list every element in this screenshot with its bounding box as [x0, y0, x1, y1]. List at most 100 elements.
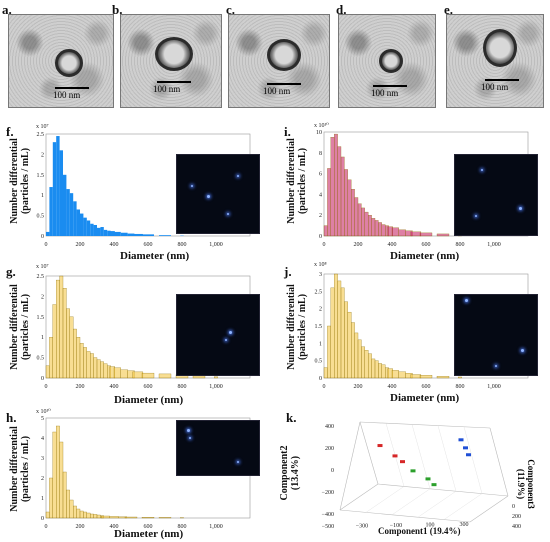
nta-histogram-f: 0 200 400 600 800 1,000 0 0.5 1 1.5 2 2.5	[37, 132, 251, 248]
nta-frame-f	[176, 154, 260, 234]
xtick-f-3: 600	[144, 242, 153, 248]
bar-g-24	[141, 372, 155, 379]
xtick-j-5: 1,000	[487, 384, 501, 390]
bar-i-10	[357, 203, 362, 237]
bar-h-18	[109, 516, 119, 519]
bar-h-1	[49, 477, 53, 519]
bar-i-9	[354, 197, 359, 237]
bar-f-4	[59, 150, 63, 236]
bar-j-16	[378, 363, 382, 379]
nta-histogram-j: 0 200 400 600 800 1,000 0 0.5 1 1.5 2 2.5 3	[315, 272, 529, 390]
tem-image-e: 100 nm	[446, 14, 544, 108]
bar-g-23	[132, 371, 144, 379]
tem-image-d: 100 nm	[338, 14, 436, 108]
panel-letter-a: a.	[2, 2, 12, 17]
xtick-h-1: 200	[76, 524, 85, 530]
xtick-g-1: 200	[76, 384, 85, 390]
h-ylabel: Number differential (particles / mL)	[9, 426, 31, 512]
bar-h-6	[66, 489, 70, 519]
bar-i-1	[327, 168, 331, 237]
nta-frame-j	[454, 294, 538, 376]
xtick-h-2: 400	[110, 524, 119, 530]
bar-g-15	[96, 359, 101, 379]
g-ylabel: Number differential (particles / mL)	[9, 284, 31, 370]
bar-j-25	[436, 376, 450, 379]
nta-histogram-h: 0 200 400 600 800 1,000 0 1 2 3 4 5	[41, 416, 251, 530]
bar-f-8	[73, 201, 77, 236]
bar-f-22	[127, 233, 135, 236]
bar-j-9	[354, 332, 359, 379]
ytick-g-5: 2.5	[37, 274, 45, 280]
bar-h-2	[52, 431, 57, 519]
ytick-f-3: 1.5	[37, 173, 45, 179]
bar-f-23	[132, 233, 143, 236]
xtick-j-1: 200	[354, 384, 363, 390]
ytick-j-0: 0	[319, 376, 322, 382]
bar-g-25	[158, 373, 172, 379]
bar-h-22	[158, 517, 172, 519]
bar-g-7	[69, 316, 74, 379]
bar-i-20	[391, 227, 399, 237]
pca-ztick-0: 400	[512, 524, 521, 530]
bar-g-4	[59, 275, 64, 379]
bar-f-20	[114, 231, 121, 236]
panel-letter-b: b.	[112, 2, 123, 17]
bar-j-21	[398, 371, 406, 379]
pca-xtick-0: −500	[322, 524, 334, 530]
panel-letter-g: g.	[6, 264, 16, 279]
bar-i-0	[323, 225, 328, 237]
pca-point-2-1	[463, 446, 468, 450]
ytick-g-2: 1	[41, 335, 44, 341]
bar-f-16	[100, 227, 104, 236]
xtick-i-1: 200	[354, 242, 363, 248]
panel-letter-c: c.	[226, 2, 236, 17]
ytick-f-4: 2	[41, 152, 44, 158]
xtick-i-4: 800	[456, 242, 465, 248]
xtick-h-3: 600	[144, 524, 153, 530]
bar-g-2	[52, 304, 57, 379]
scale-label-d: 100 nm	[371, 88, 399, 98]
xtick-g-0: 0	[45, 384, 48, 390]
bar-h-12	[86, 512, 91, 519]
pca-ztick-1: 200	[512, 514, 521, 520]
h-exponent: x 10¹⁰	[36, 409, 51, 415]
bar-h-8	[73, 505, 77, 519]
g-xlabel: Diameter (nm)	[114, 394, 184, 406]
xtick-i-2: 400	[388, 242, 397, 248]
pca-xtick-2: −100	[390, 523, 402, 529]
bar-h-3	[56, 425, 60, 519]
ytick-j-3: 1.5	[315, 324, 323, 330]
bar-g-8	[73, 328, 77, 379]
xtick-g-2: 400	[110, 384, 119, 390]
xtick-g-3: 600	[144, 384, 153, 390]
tem-image-c: 100 nm	[228, 14, 330, 108]
pca-xtick-1: −300	[356, 524, 368, 530]
bar-h-14	[93, 514, 98, 519]
g-exponent: x 10⁷	[36, 264, 49, 270]
xtick-i-0: 0	[323, 242, 326, 248]
bar-j-4	[337, 280, 342, 379]
xtick-j-2: 400	[388, 384, 397, 390]
pca-point-0-0	[377, 444, 383, 448]
nta-frame-g	[176, 294, 260, 376]
pca-xtick-4: 300	[460, 522, 469, 528]
bar-i-4	[337, 146, 342, 237]
xtick-j-3: 600	[422, 384, 431, 390]
xtick-h-4: 800	[178, 524, 187, 530]
bar-i-12	[364, 211, 369, 237]
xtick-g-4: 800	[178, 384, 187, 390]
bar-f-13	[90, 223, 94, 236]
bar-g-12	[86, 351, 91, 379]
bar-j-26	[458, 376, 462, 379]
ytick-f-1: 0.5	[37, 214, 45, 220]
bar-g-21	[120, 369, 128, 379]
bar-h-4	[59, 441, 64, 519]
bar-j-23	[410, 374, 422, 379]
bar-i-5	[340, 156, 345, 237]
ytick-i-4: 8	[319, 151, 322, 157]
j-exponent: x 10⁸	[314, 262, 327, 268]
scale-label-e: 100 nm	[481, 82, 509, 92]
bar-f-5	[63, 174, 67, 236]
panel-letter-j: j.	[284, 264, 292, 279]
ytick-h-1: 1	[41, 496, 44, 502]
